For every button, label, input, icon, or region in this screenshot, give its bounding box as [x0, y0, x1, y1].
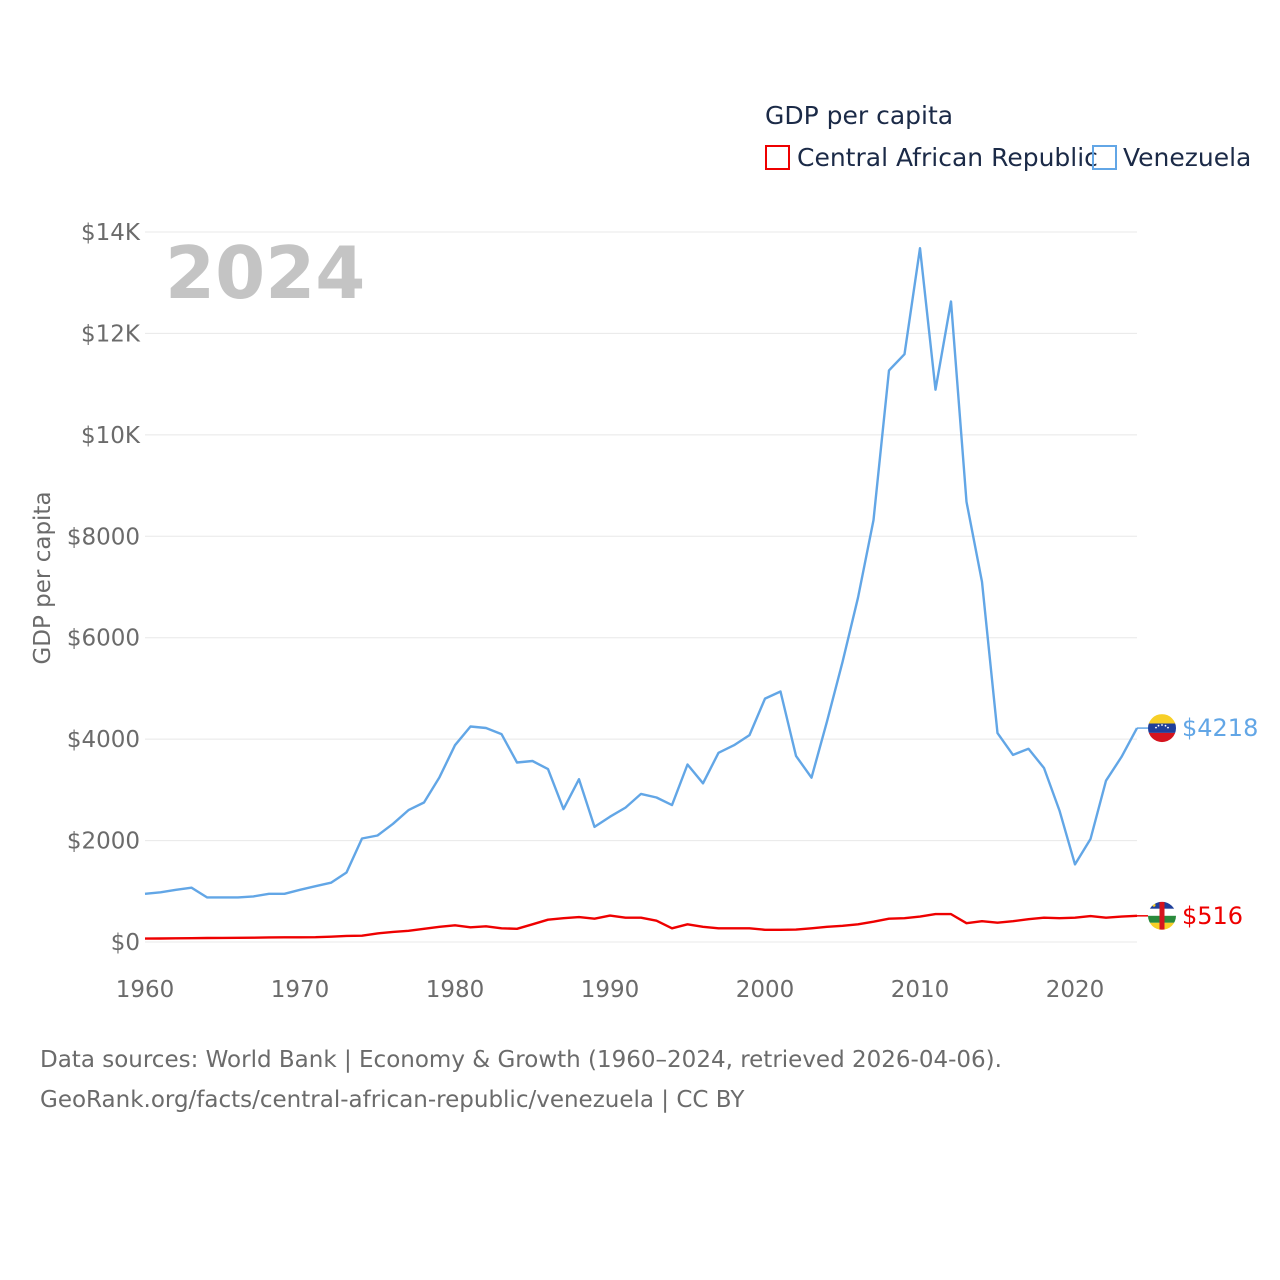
year-watermark: 2024: [165, 231, 365, 315]
venezuela-end-label: $4218: [1182, 714, 1258, 742]
x-tick-label: 2000: [736, 977, 795, 1003]
y-tick-label: $10K: [81, 423, 141, 449]
series-line-car: [144, 912, 1138, 940]
car-flag-icon: [1148, 901, 1176, 930]
gridlines: [145, 231, 1137, 943]
legend-label-venezuela: Venezuela: [1123, 143, 1251, 172]
legend-swatch-car: [765, 145, 790, 170]
series-line-venezuela: [144, 246, 1139, 899]
x-tick-label: 1980: [426, 977, 485, 1003]
x-tick-label: 1970: [271, 977, 330, 1003]
car-end-label: $516: [1182, 902, 1243, 930]
source-line-1: Data sources: World Bank | Economy & Gro…: [40, 1047, 1002, 1073]
venezuela-flag-icon: [1148, 714, 1176, 743]
x-tick-label: 2010: [891, 977, 950, 1003]
legend-label-car: Central African Republic: [797, 143, 1098, 172]
y-axis-ticks: $0 $2000 $4000 $6000 $8000 $10K $12K $14K: [67, 220, 141, 956]
series-lines: [144, 246, 1148, 940]
x-tick-label: 2020: [1046, 977, 1105, 1003]
y-tick-label: $12K: [81, 321, 141, 347]
legend-title: GDP per capita: [765, 101, 953, 130]
legend: GDP per capita Central African Republic …: [765, 101, 1251, 172]
x-axis-ticks: 1960 1970 1980 1990 2000 2010 2020: [116, 977, 1105, 1003]
source-note: Data sources: World Bank | Economy & Gro…: [40, 1040, 1260, 1120]
legend-swatch-venezuela: [1092, 145, 1117, 170]
y-tick-label: $8000: [67, 524, 140, 550]
y-tick-label: $0: [111, 930, 140, 956]
y-tick-label: $2000: [67, 829, 140, 855]
source-line-2: GeoRank.org/facts/central-african-republ…: [40, 1087, 745, 1113]
x-tick-label: 1960: [116, 977, 175, 1003]
y-tick-label: $4000: [67, 727, 140, 753]
y-tick-label: $14K: [81, 220, 141, 246]
x-tick-label: 1990: [581, 977, 640, 1003]
y-axis-title: GDP per capita: [30, 491, 56, 664]
y-tick-label: $6000: [67, 626, 140, 652]
end-markers: $4218 $516: [1148, 714, 1258, 930]
chart: $0$2000$4000$6000$8000$10K$12K$14K 1960 1…: [30, 101, 1258, 1003]
